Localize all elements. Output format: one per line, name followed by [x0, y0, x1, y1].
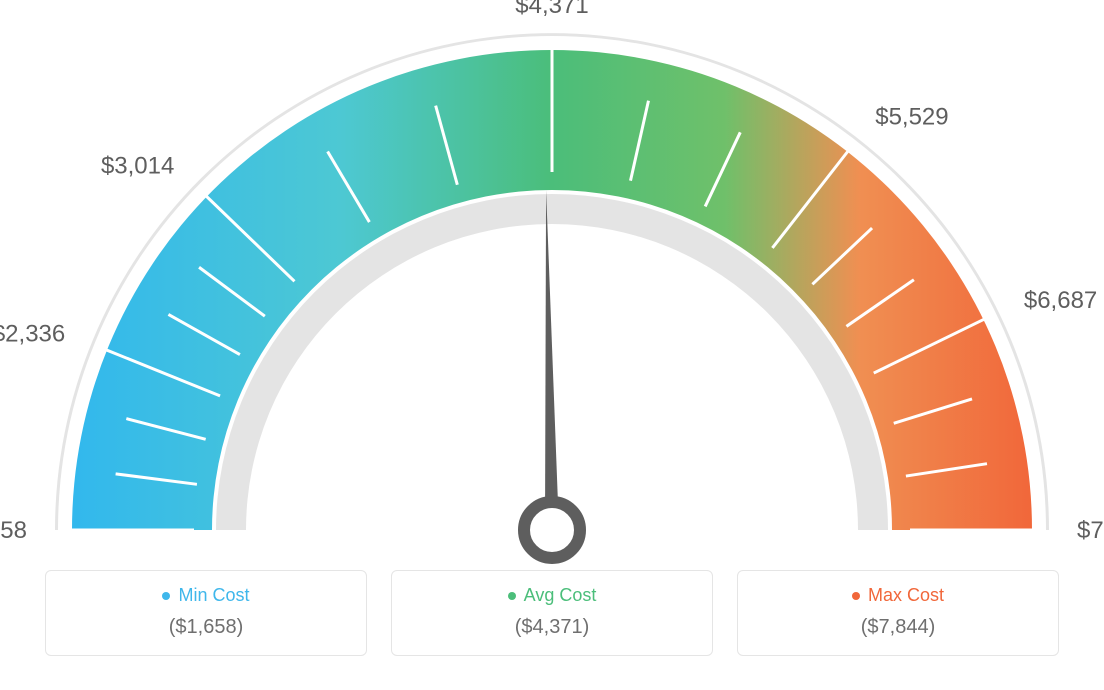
svg-text:$1,658: $1,658 [0, 517, 27, 544]
svg-text:$2,336: $2,336 [0, 320, 65, 347]
cost-gauge-chart: $1,658 $2,336 $3,014 $4,371 $5,529 $6,687 $7,8… [0, 0, 1104, 570]
legend-card-max: Max Cost ($7,844) [737, 570, 1059, 656]
legend-card-min: Min Cost ($1,658) [45, 570, 367, 656]
svg-text:$3,014: $3,014 [101, 152, 174, 179]
legend-dot-min [162, 592, 170, 600]
legend-value-min: ($1,658) [46, 616, 366, 639]
legend-card-avg: Avg Cost ($4,371) [391, 570, 713, 656]
legend-dot-max [852, 592, 860, 600]
legend-label-avg: Avg Cost [524, 585, 597, 606]
svg-text:$7,844: $7,844 [1077, 517, 1104, 544]
legend-value-max: ($7,844) [738, 616, 1058, 639]
legend-label-max: Max Cost [868, 585, 944, 606]
legend-row: Min Cost ($1,658) Avg Cost ($4,371) Max … [0, 570, 1104, 656]
legend-dot-avg [508, 592, 516, 600]
svg-text:$5,529: $5,529 [875, 103, 948, 130]
legend-value-avg: ($4,371) [392, 616, 712, 639]
svg-text:$6,687: $6,687 [1024, 287, 1097, 314]
svg-text:$4,371: $4,371 [515, 0, 588, 19]
legend-label-min: Min Cost [178, 585, 249, 606]
